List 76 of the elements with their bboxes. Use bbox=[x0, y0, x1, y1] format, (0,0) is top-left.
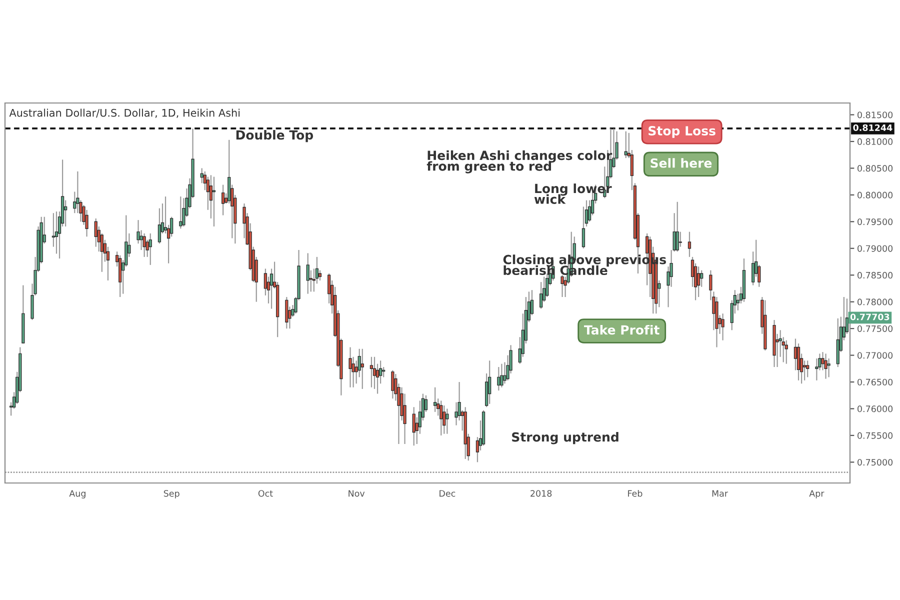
y-tick-label: 0.80000 bbox=[858, 192, 893, 198]
candlestick bbox=[794, 338, 798, 371]
candlestick bbox=[391, 370, 394, 400]
candlestick bbox=[440, 400, 443, 436]
y-tick-label: 0.76000 bbox=[858, 406, 893, 412]
x-tick-label: Dec bbox=[440, 490, 456, 497]
candlestick bbox=[676, 201, 679, 252]
x-tick-label: Feb bbox=[628, 490, 642, 497]
annotation: Sell here bbox=[650, 158, 712, 168]
x-tick-label: Aug bbox=[69, 490, 86, 498]
y-tick-label: 0.78500 bbox=[858, 272, 893, 279]
candlestick bbox=[148, 232, 152, 266]
y-tick-label: 0.75000 bbox=[858, 458, 893, 466]
candlestick bbox=[94, 218, 98, 248]
candlestick bbox=[318, 270, 322, 281]
y-tick-label: 0.80500 bbox=[858, 165, 893, 172]
y-tick-label: 0.75500 bbox=[858, 432, 893, 439]
candlestick bbox=[500, 363, 504, 388]
candlestick bbox=[54, 210, 58, 254]
candlestick bbox=[158, 208, 162, 244]
candlestick bbox=[412, 406, 416, 446]
candlestick bbox=[434, 386, 437, 412]
candlestick bbox=[370, 356, 374, 388]
candlestick bbox=[446, 408, 449, 434]
candlestick bbox=[678, 231, 682, 248]
candlestick bbox=[222, 184, 225, 216]
x-tick-label: 2018 bbox=[530, 490, 552, 497]
ref-line-label: 0.81244 bbox=[853, 124, 892, 131]
y-tick-label: 0.79500 bbox=[858, 218, 893, 226]
candlestick bbox=[560, 274, 564, 298]
candlestick bbox=[806, 360, 810, 378]
x-tick-label: Mar bbox=[712, 490, 728, 497]
y-tick-label: 0.79000 bbox=[858, 245, 893, 252]
candlestick bbox=[85, 209, 88, 238]
x-tick-label: Oct bbox=[258, 490, 273, 497]
candlestick bbox=[700, 270, 704, 288]
x-tick-label: Apr bbox=[809, 490, 824, 498]
y-tick-label: 0.76500 bbox=[858, 378, 893, 386]
candlestick bbox=[488, 360, 492, 404]
candlestick bbox=[442, 404, 446, 434]
chart-title: Australian Dollar/U.S. Dollar, 1D, Heikin Ashi bbox=[9, 108, 240, 118]
candlestick bbox=[784, 340, 788, 364]
candlestick bbox=[382, 366, 386, 378]
candlestick bbox=[212, 176, 216, 228]
x-tick-label: Sep bbox=[164, 490, 180, 498]
annotation: Heiken Ashi changes color from green to red bbox=[426, 150, 612, 174]
x-tick-label: Nov bbox=[348, 490, 365, 497]
candlestick bbox=[815, 358, 818, 381]
annotation: Long lower wick bbox=[534, 184, 612, 204]
candlestick bbox=[688, 231, 692, 258]
annotation: Take Profit bbox=[584, 324, 660, 335]
annotation: 0.77703 bbox=[850, 314, 890, 320]
y-tick-label: 0.77000 bbox=[858, 352, 893, 359]
candlestick bbox=[497, 366, 500, 392]
y-tick-label: 0.77500 bbox=[858, 325, 893, 332]
candlestick bbox=[372, 356, 376, 390]
candlestick bbox=[118, 254, 122, 298]
candlestick bbox=[721, 313, 724, 341]
candlestick bbox=[697, 266, 700, 298]
y-tick-label: 0.78000 bbox=[858, 298, 893, 306]
candlestick bbox=[285, 296, 288, 330]
annotation: Stop Loss bbox=[648, 126, 716, 138]
candlestick bbox=[142, 232, 146, 258]
candlestick bbox=[824, 353, 828, 380]
candlestick bbox=[360, 348, 364, 390]
candlestick bbox=[179, 196, 182, 230]
candlestick bbox=[803, 360, 806, 381]
candlestick bbox=[582, 206, 586, 249]
candlestick bbox=[827, 358, 830, 378]
y-tick-label: 0.81500 bbox=[858, 112, 893, 118]
annotation: Strong uptrend bbox=[512, 432, 618, 444]
candlestick bbox=[348, 346, 352, 388]
candlestick bbox=[306, 252, 310, 294]
annotation: Double Top bbox=[236, 130, 314, 142]
candlestick bbox=[796, 342, 800, 381]
y-tick-label: 0.81000 bbox=[858, 138, 893, 145]
